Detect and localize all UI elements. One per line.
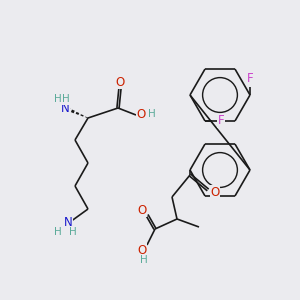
Text: N: N: [61, 101, 69, 115]
Text: H: H: [62, 94, 70, 104]
Text: F: F: [218, 115, 224, 128]
Text: O: O: [210, 185, 220, 199]
Text: O: O: [137, 203, 147, 217]
Text: O: O: [136, 109, 146, 122]
Text: H: H: [69, 227, 77, 237]
Text: H: H: [140, 255, 148, 265]
Text: H: H: [54, 227, 62, 237]
Text: F: F: [247, 73, 253, 85]
Text: O: O: [137, 244, 147, 256]
Text: H: H: [54, 94, 62, 104]
Text: N: N: [64, 215, 72, 229]
Text: H: H: [148, 109, 156, 119]
Text: O: O: [116, 76, 124, 88]
